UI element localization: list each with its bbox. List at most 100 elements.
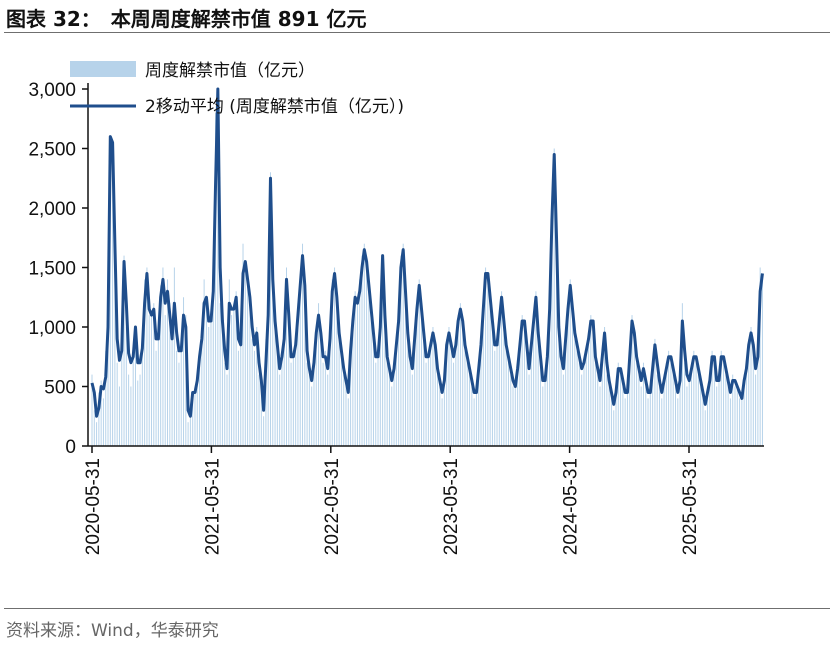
bar	[361, 255, 363, 446]
bar	[736, 386, 738, 446]
bar	[269, 172, 271, 447]
bar	[311, 386, 313, 446]
bar	[427, 350, 429, 446]
bar	[466, 362, 468, 446]
bar	[237, 350, 239, 446]
bar	[704, 410, 706, 446]
bar	[114, 255, 116, 446]
bar	[640, 386, 642, 446]
bar	[347, 398, 349, 446]
bar	[478, 362, 480, 446]
bar	[176, 350, 178, 446]
bar	[194, 386, 196, 446]
bar	[752, 350, 754, 446]
bar	[178, 362, 180, 446]
y-tick-label: 1,000	[28, 318, 76, 339]
bar	[688, 374, 690, 446]
bar	[93, 410, 95, 446]
bar	[663, 374, 665, 446]
bar	[693, 350, 695, 446]
bar	[201, 327, 203, 446]
bar	[162, 267, 164, 446]
bar	[407, 338, 409, 446]
bar-series-weekly-unlock	[91, 89, 763, 447]
bar	[288, 327, 290, 446]
bar	[556, 255, 558, 446]
bar	[391, 386, 393, 446]
bar	[718, 374, 720, 446]
bar	[155, 350, 157, 446]
bar	[723, 362, 725, 446]
bar	[610, 398, 612, 446]
bar	[139, 374, 141, 446]
bar	[123, 255, 125, 446]
bar	[286, 267, 287, 446]
bar	[469, 374, 471, 446]
bar	[370, 315, 372, 446]
bar	[725, 374, 727, 446]
bar	[137, 380, 139, 446]
bar	[356, 303, 358, 446]
bar	[549, 303, 551, 446]
bar	[169, 303, 171, 446]
bar	[734, 386, 736, 446]
bar	[489, 303, 491, 446]
bar	[622, 386, 624, 446]
bar	[247, 279, 249, 446]
bar	[675, 386, 676, 446]
bar	[400, 255, 402, 446]
bar	[203, 279, 205, 446]
bar	[432, 327, 434, 446]
bar	[455, 338, 457, 446]
bar	[150, 315, 152, 446]
bar	[716, 386, 718, 446]
x-tick-label: 2021-05-31	[202, 458, 223, 555]
bar	[759, 267, 761, 446]
source-divider	[4, 608, 830, 609]
bar	[633, 338, 635, 446]
bar	[217, 89, 219, 446]
bar	[661, 398, 663, 446]
bar	[340, 350, 342, 446]
bar	[681, 303, 683, 446]
bar	[324, 350, 326, 446]
bar	[720, 350, 722, 446]
bar	[501, 291, 503, 446]
bar	[745, 362, 747, 446]
bar	[318, 303, 320, 446]
bar	[636, 362, 638, 446]
bar	[187, 422, 189, 446]
bar	[315, 327, 317, 446]
bar	[592, 327, 594, 446]
bar	[517, 362, 519, 446]
legend-swatch-bars	[70, 61, 136, 77]
bar	[240, 338, 242, 446]
bar	[677, 398, 679, 446]
bar	[711, 350, 713, 446]
bar	[437, 374, 439, 446]
bar	[617, 362, 619, 446]
bar	[153, 303, 155, 446]
bar	[235, 291, 237, 446]
bar	[757, 350, 759, 446]
bar	[620, 374, 622, 446]
bar	[523, 327, 525, 446]
bar	[128, 374, 130, 446]
bar	[375, 362, 377, 446]
bar	[398, 315, 400, 446]
bar	[116, 362, 118, 446]
bar	[741, 398, 743, 446]
bar	[512, 386, 514, 446]
bar	[578, 362, 580, 446]
line-series-moving-average	[90, 87, 764, 418]
bar	[608, 386, 610, 446]
bar	[208, 327, 210, 446]
bar	[253, 350, 255, 446]
bar	[503, 327, 505, 446]
bar	[686, 386, 688, 446]
bar	[453, 362, 455, 446]
bar	[105, 350, 107, 446]
bar	[585, 350, 587, 446]
bar	[668, 350, 670, 446]
bar	[546, 350, 548, 446]
